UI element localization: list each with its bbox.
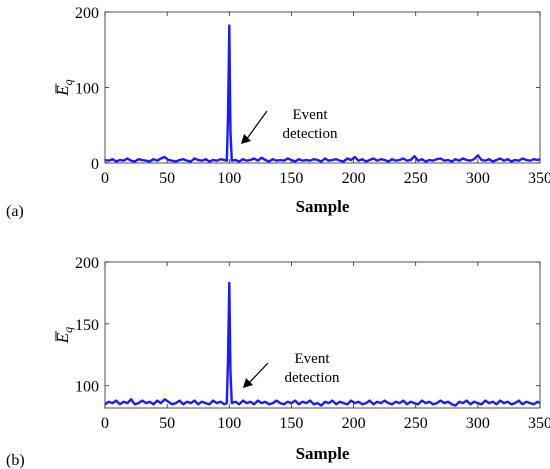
y-axis-label: Eq xyxy=(53,327,75,344)
x-tick-label: 250 xyxy=(404,415,428,432)
annotation-arrow-head xyxy=(243,378,253,388)
y-axis-label-base: E xyxy=(53,85,72,97)
x-tick-label: 150 xyxy=(279,415,303,432)
x-tick-label: 250 xyxy=(404,170,428,187)
x-tick-label: 100 xyxy=(217,170,241,187)
panel-label: (b) xyxy=(6,452,25,469)
x-tick-label: 350 xyxy=(528,415,550,432)
x-tick-label: 150 xyxy=(279,170,303,187)
panel-label: (a) xyxy=(6,203,24,220)
annotation-line2: detection xyxy=(285,370,340,386)
x-tick-label: 200 xyxy=(342,170,366,187)
x-tick-label: 300 xyxy=(466,170,490,187)
y-tick-label: 150 xyxy=(75,317,99,334)
annotation-line1: Event xyxy=(295,351,331,367)
x-axis-label: Sample xyxy=(296,444,350,463)
y-axis-label-base: E xyxy=(53,332,72,344)
x-tick-label: 300 xyxy=(466,415,490,432)
y-tick-label: 0 xyxy=(91,156,99,173)
x-axis-label: Sample xyxy=(296,197,350,216)
annotation-arrow-shaft xyxy=(245,110,268,141)
y-axis-label-sub: q xyxy=(61,79,75,85)
x-tick-label: 350 xyxy=(528,170,550,187)
y-tick-label: 100 xyxy=(75,81,99,98)
x-tick-label: 100 xyxy=(217,415,241,432)
series-line-2 xyxy=(104,281,541,407)
plot-frame-2 xyxy=(104,261,541,409)
y-tick-label: 100 xyxy=(75,379,99,396)
x-tick-label: 200 xyxy=(342,415,366,432)
annotation-line1: Event xyxy=(293,107,329,123)
annotation-arrow-head xyxy=(241,134,251,144)
y-axis-label: Eq xyxy=(53,79,75,96)
x-tick-label: 50 xyxy=(159,415,175,432)
x-tick-label: 50 xyxy=(159,170,175,187)
y-tick-label: 200 xyxy=(75,5,99,22)
x-tick-label: 0 xyxy=(101,415,109,432)
annotation-arrow-shaft xyxy=(247,362,269,385)
series-line-1 xyxy=(104,24,541,163)
y-tick-label: 200 xyxy=(75,255,99,272)
y-axis-label-sub: q xyxy=(61,327,75,333)
x-tick-label: 0 xyxy=(101,170,109,187)
annotation-line2: detection xyxy=(283,126,338,142)
